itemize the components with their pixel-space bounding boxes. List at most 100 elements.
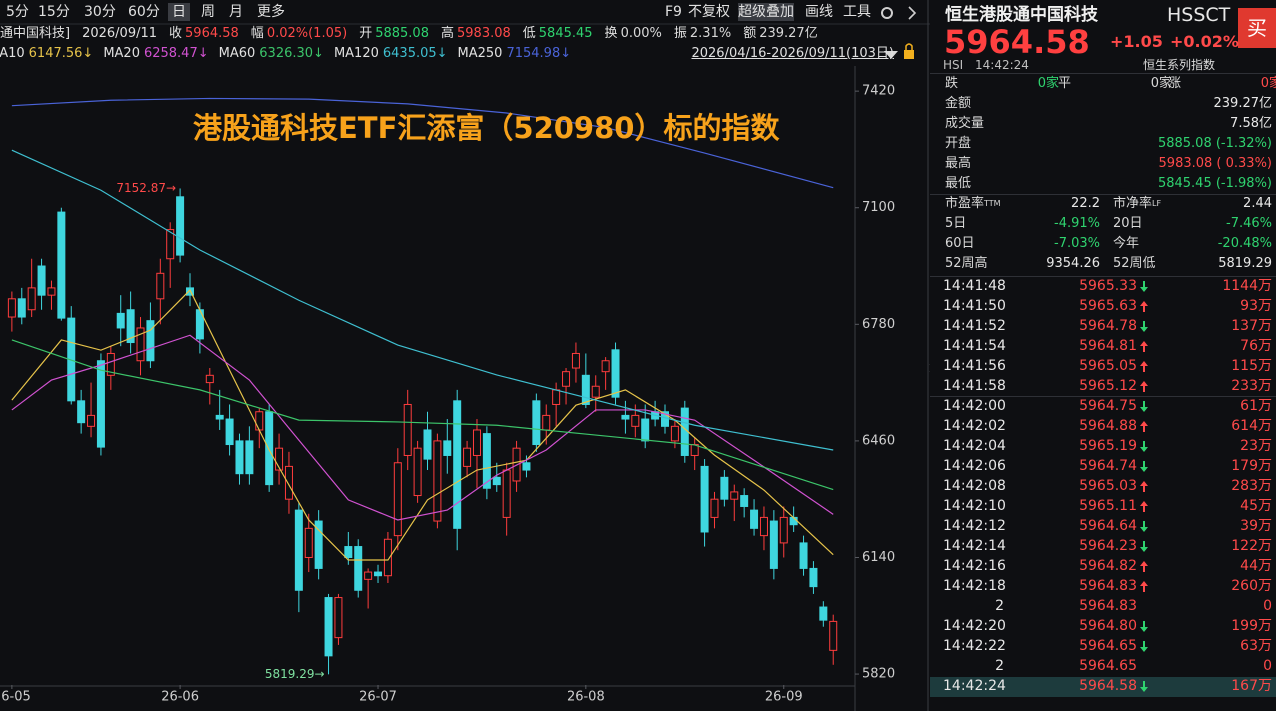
period-tab[interactable]: 60分 [128,4,160,20]
info-item: 开 5885.08 [359,25,429,43]
breadth-value: 0家 [1260,76,1276,91]
tick-volume: 199万 [1231,618,1272,634]
quote-name: 恒生港股通中国科技 [945,5,1098,25]
tick-volume: 167万 [1231,678,1272,694]
candle-body [591,385,600,398]
arrow [1140,401,1148,412]
info-item: 额 239.27亿 [743,25,818,43]
info-item: 收 5964.58 [169,25,239,43]
period-tab[interactable]: 月 [229,4,243,20]
breadth-label: 跌 [945,76,959,91]
legend-item: MA250 7154.98↓ [458,45,572,63]
metric-label: 市盈率TTM [945,196,1001,211]
candle-body [393,462,402,537]
dropdown-icon[interactable] [884,51,898,59]
stat-value: 5983.08 ( 0.33%) [1158,156,1272,171]
arrow [1140,621,1148,632]
info-value: 2.31% [689,26,732,41]
tick-volume: 179万 [1231,458,1272,474]
breadth-label: 涨 [1168,76,1182,91]
ma-line [11,149,834,451]
stat-label: 最低 [945,176,972,191]
stat-value: 5885.08 (-1.32%) [1157,136,1272,151]
candle-body [750,509,759,529]
selected-row [930,677,1276,697]
category: 恒生系列指数 [1143,58,1216,72]
candle-body [403,403,412,456]
tick-direction-icon [1140,621,1148,632]
tick-volume: 122万 [1231,538,1272,554]
metric-sup: TTM [984,199,1001,208]
tick-volume: 0 [1263,658,1272,674]
divider [930,276,1276,277]
tick-volume: 283万 [1231,478,1272,494]
candle-body [601,360,610,373]
tick-time: 14:42:24 [943,678,1006,694]
tick-volume: 63万 [1240,638,1272,654]
candle-body [443,440,452,456]
tool-button[interactable]: 超级叠加 [738,3,794,21]
tick-time: 2 [995,598,1004,614]
candle-body [611,349,620,398]
x-tick-label: 26-05 [0,690,31,705]
period-tab[interactable]: 15分 [38,4,70,20]
candle-body [532,400,541,446]
tick-time: 2 [995,658,1004,674]
candle-body [176,196,185,256]
arrow [1140,341,1148,352]
candle-body [324,597,333,657]
tick-time: 14:41:52 [943,318,1006,334]
tick-direction-icon [1140,341,1148,352]
next-icon[interactable] [908,6,917,20]
legend-name: MA60 [218,46,256,61]
tick-direction-icon [1140,681,1148,692]
tick-volume: 233万 [1231,378,1272,394]
y-tick-label: 5820 [862,667,895,682]
candle-body [433,440,442,522]
tick-volume: 137万 [1231,318,1272,334]
lock-icon[interactable] [904,50,914,59]
tool-button[interactable]: F9 [665,4,682,20]
metric-label: 52周低 [1113,256,1156,271]
tick-price: 5964.58 [1079,678,1137,694]
period-tab[interactable]: 更多 [257,4,285,20]
candle-body [215,414,224,420]
quote-time: 14:42:24 [975,58,1029,72]
period-tab[interactable]: 日 [168,3,190,21]
candle-body [799,542,808,569]
info-item: 换 0.00% [605,25,662,43]
candle-body [156,272,165,300]
tick-direction-icon [1140,641,1148,652]
candle-body [542,414,551,431]
candle-body [779,516,788,544]
tick-price: 5964.80 [1079,618,1137,634]
tick-direction-icon [1140,321,1148,332]
info-value: 5845.45 [538,26,593,41]
candle-body [17,298,26,318]
tick-time: 14:42:06 [943,458,1006,474]
buy-button[interactable]: 买 [1238,8,1276,48]
tick-direction-icon [1140,521,1148,532]
candle-body [77,400,86,424]
tool-button[interactable]: 画线 [805,4,833,20]
tick-price: 5964.65 [1079,638,1137,654]
tool-button[interactable]: 不复权 [688,4,730,20]
period-tab[interactable]: 5分 [6,4,29,20]
period-tab[interactable]: 30分 [84,4,116,20]
candle-body [225,418,234,446]
candle-body [205,374,214,384]
tool-button[interactable]: 工具 [843,4,871,20]
settings-icon[interactable] [881,7,893,19]
metric-label: 60日 [945,236,975,251]
y-tick-label: 6140 [862,550,895,565]
tick-volume: 45万 [1240,498,1272,514]
metric-label: 52周高 [945,256,988,271]
arrow [1140,581,1148,592]
metric-value: 9354.26 [1046,256,1100,271]
candle-body [631,414,640,427]
period-tab[interactable]: 周 [201,4,215,20]
arrow [1140,521,1148,532]
ma-line [11,339,834,491]
candle-body [423,429,432,460]
info-item: 高 5983.08 [441,25,511,43]
